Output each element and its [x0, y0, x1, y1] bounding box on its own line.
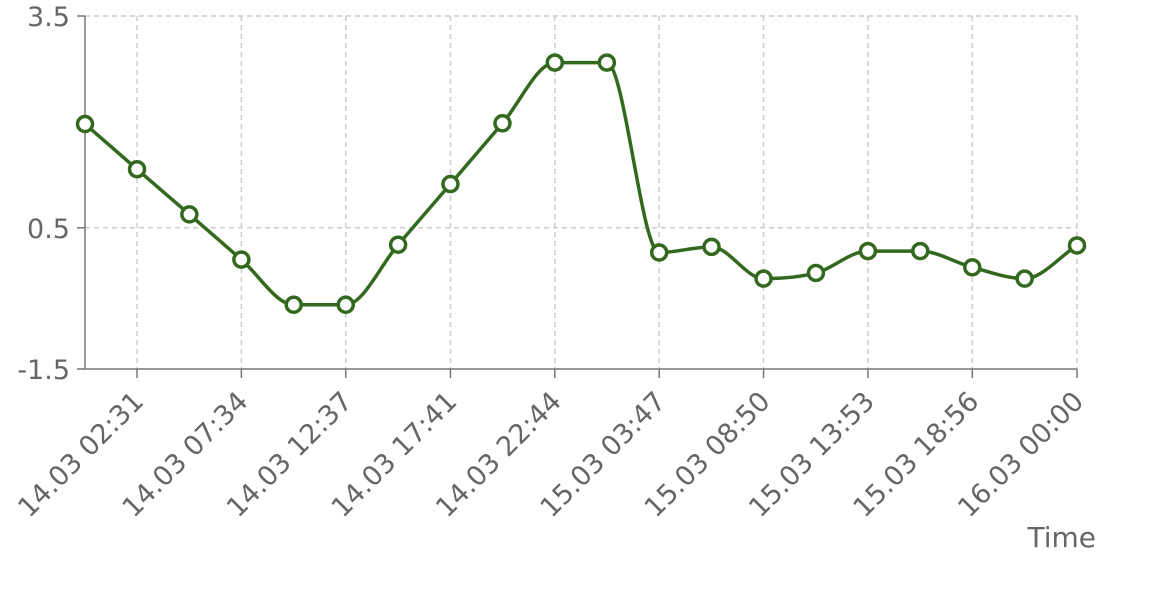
data-point	[702, 237, 721, 257]
data-point	[911, 241, 930, 261]
data-point	[1015, 269, 1034, 288]
data-point	[963, 258, 982, 277]
data-point	[75, 114, 95, 134]
data-point	[388, 235, 408, 254]
y-tick-label: -1.5	[17, 355, 70, 386]
data-point	[493, 114, 512, 133]
data-point	[545, 53, 565, 72]
data-point	[180, 205, 199, 224]
data-point	[806, 263, 826, 283]
data-point	[127, 159, 147, 179]
data-point	[284, 295, 303, 315]
series-line	[83, 60, 1078, 307]
grid-lines	[85, 15, 1078, 369]
data-point	[1067, 236, 1087, 255]
axes	[77, 15, 1078, 378]
data-point	[754, 269, 773, 288]
data-point	[336, 295, 355, 315]
y-axis-ticks: -1.5 0.5 3.5	[17, 2, 70, 386]
data-point	[597, 53, 617, 72]
y-tick-label: 3.5	[27, 2, 70, 33]
data-point	[649, 243, 669, 262]
data-point	[232, 250, 251, 269]
y-tick-label: 0.5	[27, 214, 70, 245]
data-point	[858, 241, 878, 261]
data-point	[441, 174, 460, 194]
series-layer	[75, 53, 1087, 315]
x-axis-title: Time	[1026, 521, 1096, 554]
